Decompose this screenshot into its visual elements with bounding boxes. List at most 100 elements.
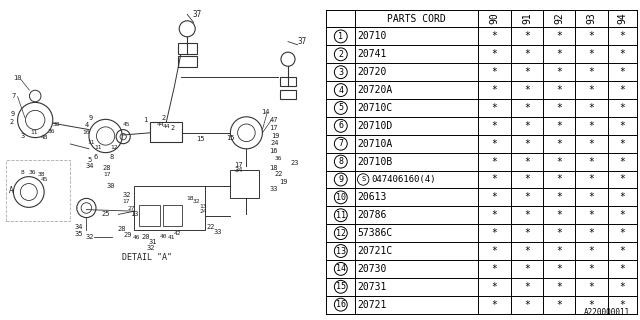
Text: A: A: [9, 186, 13, 195]
Text: *: *: [620, 246, 625, 256]
Bar: [140, 205, 160, 226]
Text: 9: 9: [89, 116, 93, 121]
Text: 33: 33: [269, 186, 278, 192]
Text: 11: 11: [30, 130, 37, 135]
Text: 14: 14: [261, 109, 270, 115]
Text: *: *: [589, 210, 595, 220]
Text: 34: 34: [74, 224, 83, 230]
Text: *: *: [620, 31, 625, 41]
Text: DETAIL "A": DETAIL "A": [122, 253, 172, 262]
Text: 35: 35: [74, 231, 83, 236]
Text: 32: 32: [122, 192, 131, 198]
Text: 37: 37: [192, 10, 202, 19]
Bar: [230, 170, 259, 198]
Text: *: *: [556, 85, 562, 95]
Text: *: *: [589, 228, 595, 238]
Text: 20710D: 20710D: [358, 121, 393, 131]
Text: 20741: 20741: [358, 49, 387, 59]
Text: 37: 37: [298, 37, 307, 46]
Text: 047406160(4): 047406160(4): [372, 175, 436, 184]
Text: 11: 11: [88, 140, 95, 145]
Text: 16: 16: [269, 148, 278, 154]
Text: *: *: [492, 49, 497, 59]
Text: 8: 8: [20, 170, 24, 175]
Text: S: S: [361, 177, 365, 182]
Text: 11: 11: [336, 211, 346, 220]
Text: 20721C: 20721C: [358, 246, 393, 256]
Text: 24: 24: [200, 209, 207, 214]
Text: 4: 4: [84, 123, 88, 128]
Text: 13: 13: [200, 204, 207, 209]
Text: 3: 3: [20, 133, 24, 139]
Text: 6: 6: [339, 121, 343, 130]
Text: 13: 13: [130, 212, 139, 217]
Text: 57386C: 57386C: [358, 228, 393, 238]
Text: 20721: 20721: [358, 300, 387, 310]
Text: *: *: [556, 156, 562, 167]
Text: *: *: [556, 210, 562, 220]
Text: 22: 22: [207, 224, 216, 230]
Text: 28: 28: [103, 165, 111, 171]
Text: *: *: [620, 174, 625, 185]
Text: 20730: 20730: [358, 264, 387, 274]
Text: *: *: [589, 103, 595, 113]
Text: 20720A: 20720A: [358, 85, 393, 95]
Text: 34: 34: [234, 167, 243, 173]
Text: 94: 94: [617, 13, 627, 24]
Text: *: *: [589, 49, 595, 59]
Text: 23: 23: [290, 160, 299, 166]
Text: 1: 1: [339, 32, 343, 41]
Text: 20710B: 20710B: [358, 156, 393, 167]
Text: 19: 19: [271, 133, 280, 139]
Text: 20720: 20720: [358, 67, 387, 77]
Text: *: *: [620, 282, 625, 292]
Text: 20710C: 20710C: [358, 103, 393, 113]
Text: *: *: [556, 192, 562, 202]
Text: *: *: [524, 31, 530, 41]
Text: 32: 32: [85, 234, 94, 240]
Text: 25: 25: [101, 212, 110, 217]
Text: 44: 44: [163, 124, 170, 129]
Text: 45: 45: [41, 177, 49, 182]
Text: 8: 8: [339, 157, 343, 166]
Text: 22: 22: [274, 172, 283, 177]
Text: 93: 93: [586, 13, 596, 24]
Text: *: *: [492, 282, 497, 292]
Text: *: *: [524, 174, 530, 185]
Text: *: *: [556, 246, 562, 256]
Text: *: *: [492, 264, 497, 274]
Text: 38: 38: [38, 172, 45, 177]
Text: *: *: [620, 85, 625, 95]
Text: *: *: [492, 192, 497, 202]
Text: *: *: [589, 192, 595, 202]
Text: *: *: [492, 139, 497, 149]
Bar: [280, 77, 296, 86]
Text: *: *: [492, 174, 497, 185]
Text: 10: 10: [336, 193, 346, 202]
Text: 46: 46: [132, 235, 140, 240]
Text: *: *: [589, 246, 595, 256]
Text: 30: 30: [106, 183, 115, 188]
Text: *: *: [524, 121, 530, 131]
Text: 32: 32: [146, 245, 155, 251]
Text: 9: 9: [11, 111, 15, 116]
Bar: [150, 122, 182, 142]
Text: 36: 36: [28, 170, 36, 175]
Text: 44: 44: [156, 122, 164, 127]
Text: *: *: [589, 121, 595, 131]
Bar: [178, 43, 197, 54]
Text: *: *: [492, 300, 497, 310]
Text: 2: 2: [339, 50, 343, 59]
Text: 14: 14: [336, 264, 346, 273]
Text: 20710A: 20710A: [358, 139, 393, 149]
Text: 34: 34: [85, 164, 94, 169]
Text: 47: 47: [269, 117, 278, 123]
Text: *: *: [556, 264, 562, 274]
Text: *: *: [492, 85, 497, 95]
Text: 33: 33: [213, 229, 222, 235]
Text: 20786: 20786: [358, 210, 387, 220]
Text: *: *: [556, 139, 562, 149]
Text: 92: 92: [554, 13, 564, 24]
Text: *: *: [556, 121, 562, 131]
Text: 19: 19: [279, 179, 287, 185]
